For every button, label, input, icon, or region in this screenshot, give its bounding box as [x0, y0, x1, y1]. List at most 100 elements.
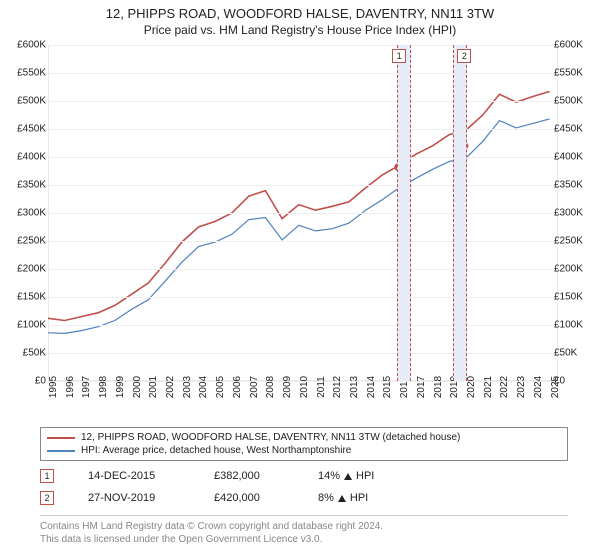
legend-swatch	[47, 450, 75, 452]
y-axis-label: £550K	[6, 68, 46, 79]
y-axis-label: £0	[6, 376, 46, 387]
legend-swatch	[47, 437, 75, 439]
txn-delta: 8% HPI	[318, 492, 368, 504]
series-hpi	[48, 119, 550, 334]
legend-label: HPI: Average price, detached house, West…	[81, 445, 351, 456]
x-axis-label: 1997	[81, 376, 92, 398]
x-axis-label: 2014	[366, 376, 377, 398]
x-axis-label: 2003	[182, 376, 193, 398]
y-axis-label: £50K	[6, 348, 46, 359]
x-axis-label: 2004	[198, 376, 209, 398]
x-axis-label: 2000	[132, 376, 143, 398]
y-axis-label: £400K	[6, 152, 46, 163]
x-axis-label: 2017	[416, 376, 427, 398]
y-axis-label-right: £500K	[554, 96, 594, 107]
y-axis-label: £300K	[6, 208, 46, 219]
chart-subtitle: Price paid vs. HM Land Registry's House …	[0, 21, 600, 41]
txn-delta-pct: 8%	[318, 492, 334, 504]
chart-area: £0£0£50K£50K£100K£100K£150K£150K£200K£20…	[6, 41, 594, 421]
x-axis-label: 2023	[516, 376, 527, 398]
gridline	[48, 353, 558, 354]
x-axis-label: 2012	[332, 376, 343, 398]
x-axis-label: 1999	[115, 376, 126, 398]
txn-number: 2	[40, 491, 54, 505]
gridline	[48, 157, 558, 158]
x-axis-label: 2015	[382, 376, 393, 398]
x-axis-label: 1998	[98, 376, 109, 398]
y-axis-label-right: £200K	[554, 264, 594, 275]
x-axis-label: 2007	[249, 376, 260, 398]
y-axis-label-right: £550K	[554, 68, 594, 79]
txn-date: 27-NOV-2019	[88, 492, 180, 504]
gridline	[48, 185, 558, 186]
y-axis-label-right: £600K	[554, 40, 594, 51]
y-axis-label: £500K	[6, 96, 46, 107]
x-axis-label: 2006	[232, 376, 243, 398]
gridline	[48, 325, 558, 326]
y-axis-label: £200K	[6, 264, 46, 275]
transactions-table: 1 14-DEC-2015 £382,000 14% HPI 2 27-NOV-2019 £4…	[40, 465, 568, 509]
x-axis-label: 2008	[265, 376, 276, 398]
txn-date: 14-DEC-2015	[88, 470, 180, 482]
y-axis-label: £600K	[6, 40, 46, 51]
x-axis-label: 2001	[148, 376, 159, 398]
legend-row: 12, PHIPPS ROAD, WOODFORD HALSE, DAVENTR…	[47, 431, 561, 444]
chart-svg	[6, 41, 594, 421]
gridline	[48, 269, 558, 270]
chart-title: 12, PHIPPS ROAD, WOODFORD HALSE, DAVENTR…	[0, 0, 600, 21]
footer-line-2: This data is licensed under the Open Gov…	[40, 533, 568, 546]
x-axis-label: 2024	[533, 376, 544, 398]
footer-attribution: Contains HM Land Registry data © Crown c…	[40, 515, 568, 546]
y-axis-label-right: £250K	[554, 236, 594, 247]
gridline	[48, 297, 558, 298]
arrow-up-icon	[344, 473, 352, 480]
x-axis-label: 2021	[483, 376, 494, 398]
y-axis-label: £350K	[6, 180, 46, 191]
x-axis-label: 2020	[466, 376, 477, 398]
x-axis-label: 2022	[499, 376, 510, 398]
gridline	[48, 45, 558, 46]
gridline	[48, 241, 558, 242]
arrow-up-icon	[338, 495, 346, 502]
gridline	[48, 101, 558, 102]
gridline	[48, 213, 558, 214]
legend-row: HPI: Average price, detached house, West…	[47, 444, 561, 457]
txn-marker: 2	[457, 49, 471, 63]
transaction-row: 1 14-DEC-2015 £382,000 14% HPI	[40, 465, 568, 487]
x-axis-label: 1995	[48, 376, 59, 398]
txn-delta-label: HPI	[350, 492, 368, 504]
x-axis-label: 2018	[433, 376, 444, 398]
y-axis-label: £150K	[6, 292, 46, 303]
x-axis-label: 2013	[349, 376, 360, 398]
x-axis-label: 2025	[550, 376, 561, 398]
y-axis-label-right: £300K	[554, 208, 594, 219]
y-axis-label-right: £150K	[554, 292, 594, 303]
legend-label: 12, PHIPPS ROAD, WOODFORD HALSE, DAVENTR…	[81, 432, 460, 443]
txn-price: £420,000	[214, 492, 284, 504]
txn-number: 1	[40, 469, 54, 483]
x-axis-label: 1996	[65, 376, 76, 398]
txn-price: £382,000	[214, 470, 284, 482]
gridline	[48, 129, 558, 130]
highlight-band	[397, 45, 410, 381]
y-axis-label: £450K	[6, 124, 46, 135]
footer-line-1: Contains HM Land Registry data © Crown c…	[40, 520, 568, 533]
legend: 12, PHIPPS ROAD, WOODFORD HALSE, DAVENTR…	[40, 427, 568, 461]
txn-delta: 14% HPI	[318, 470, 374, 482]
gridline	[48, 73, 558, 74]
y-axis-label-right: £350K	[554, 180, 594, 191]
y-axis-label: £100K	[6, 320, 46, 331]
x-axis-label: 2009	[282, 376, 293, 398]
x-axis-label: 2002	[165, 376, 176, 398]
y-axis-label-right: £50K	[554, 348, 594, 359]
x-axis-label: 2011	[316, 376, 327, 398]
series-price_paid	[48, 92, 550, 321]
x-axis-label: 2005	[215, 376, 226, 398]
y-axis-label-right: £400K	[554, 152, 594, 163]
y-axis-label-right: £100K	[554, 320, 594, 331]
txn-delta-label: HPI	[356, 470, 374, 482]
transaction-row: 2 27-NOV-2019 £420,000 8% HPI	[40, 487, 568, 509]
x-axis-label: 2010	[299, 376, 310, 398]
txn-delta-pct: 14%	[318, 470, 340, 482]
y-axis-label-right: £450K	[554, 124, 594, 135]
